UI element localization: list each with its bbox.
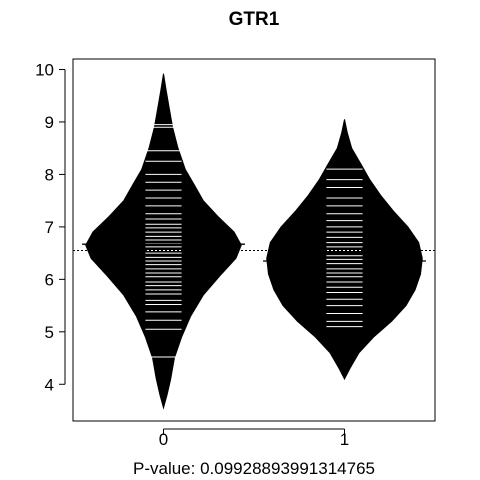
x-axis-label: P-value: 0.09928893991314765 [133,459,375,478]
bean-group-0 [82,73,245,410]
x-tick-label: 0 [159,430,168,449]
chart-title: GTR1 [229,9,280,30]
bean-shape-1 [266,119,423,381]
y-tick-label: 5 [45,323,54,342]
y-tick-label: 8 [45,165,54,184]
y-tick-label: 10 [35,60,54,79]
y-tick-label: 6 [45,270,54,289]
bean-shape-0 [85,73,242,410]
y-tick-label: 7 [45,218,54,237]
y-axis: 4 5 6 7 8 9 10 [35,60,66,394]
x-tick-label: 1 [340,430,349,449]
y-tick-label: 9 [45,113,54,132]
bean-group-1 [263,119,426,381]
plot-area [73,73,435,410]
plot-frame [72,58,436,422]
y-tick-label: 4 [45,375,54,394]
